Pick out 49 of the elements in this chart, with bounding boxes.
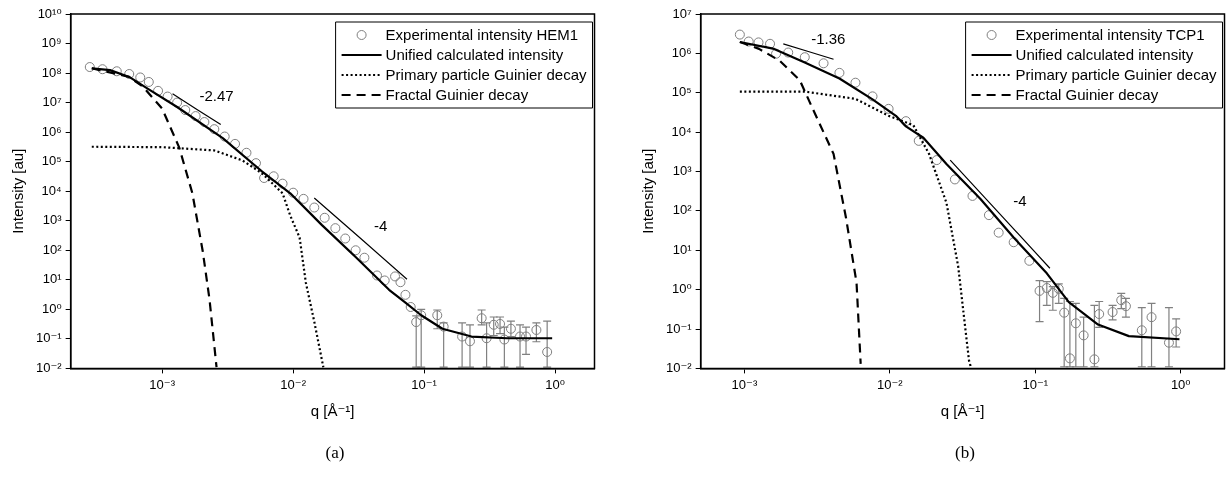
y-tick-label: 10⁶ <box>41 123 62 139</box>
legend-label: Experimental intensity HEM1 <box>385 26 579 44</box>
y-tick-label: 10⁰ <box>41 300 62 316</box>
y-tick-label: 10⁶ <box>671 44 692 60</box>
y-tick-label: 10⁴ <box>671 123 692 139</box>
x-tick-label: 10⁰ <box>545 376 565 392</box>
y-tick-label: 10⁻¹ <box>35 330 63 346</box>
y-tick-label: 10¹⁰ <box>37 5 62 21</box>
legend-label: Unified calculated intensity <box>385 46 564 64</box>
y-tick-label: 10³ <box>42 212 63 228</box>
y-tick-label: 10¹ <box>672 241 693 257</box>
annotation: -1.36 <box>811 29 846 47</box>
y-tick-label: 10⁻¹ <box>665 320 693 336</box>
x-axis-title: q [Å⁻¹] <box>310 402 355 420</box>
legend-label: Primary particle Guinier decay <box>385 66 587 84</box>
legend-label: Unified calculated intensity <box>1015 46 1194 64</box>
y-tick-label: 10⁵ <box>671 84 692 100</box>
annotation: -2.47 <box>199 87 234 105</box>
x-tick-label: 10⁻¹ <box>411 376 438 392</box>
y-tick-label: 10³ <box>672 163 693 179</box>
legend-label: Primary particle Guinier decay <box>1015 66 1217 84</box>
y-tick-label: 10⁷ <box>672 5 692 21</box>
annotation: -4 <box>1013 192 1027 210</box>
y-tick-label: 10² <box>42 241 63 257</box>
y-tick-label: 10² <box>672 202 693 218</box>
x-tick-label: 10⁻² <box>877 376 904 392</box>
y-axis-title: Intensity [au] <box>9 148 27 234</box>
y-tick-label: 10⁵ <box>41 153 62 169</box>
x-tick-label: 10⁻³ <box>731 376 758 392</box>
legend-label: Fractal Guinier decay <box>1015 86 1159 104</box>
x-tick-label: 10⁻¹ <box>1022 376 1049 392</box>
text: (b) <box>954 443 976 463</box>
legend-label: Experimental intensity TCP1 <box>1015 26 1205 44</box>
x-tick-label: 10⁻² <box>280 376 307 392</box>
y-tick-label: 10⁸ <box>41 64 62 80</box>
y-axis-title: Intensity [au] <box>639 148 657 234</box>
y-tick-label: 10⁰ <box>671 281 692 297</box>
text: (a) <box>324 443 346 463</box>
y-tick-label: 10⁻² <box>665 359 693 375</box>
y-tick-label: 10⁹ <box>41 35 62 51</box>
annotation: -4 <box>374 216 388 234</box>
y-tick-label: 10⁻² <box>35 359 63 375</box>
y-tick-label: 10⁷ <box>42 94 62 110</box>
y-tick-label: 10¹ <box>42 271 63 287</box>
y-tick-label: 10⁴ <box>41 182 62 198</box>
legend-label: Fractal Guinier decay <box>385 86 529 104</box>
x-axis-title: q [Å⁻¹] <box>940 402 985 420</box>
x-tick-label: 10⁻³ <box>149 376 176 392</box>
x-tick-label: 10⁰ <box>1170 376 1191 392</box>
